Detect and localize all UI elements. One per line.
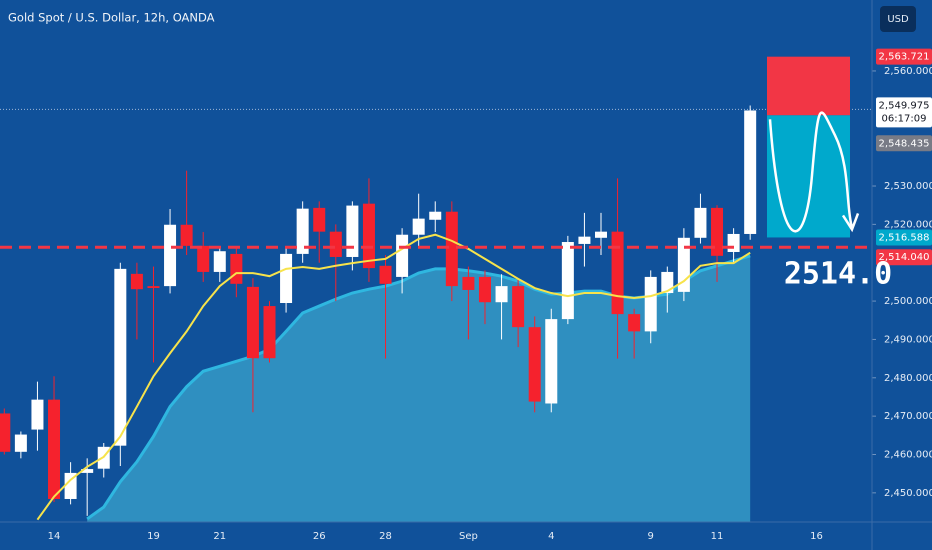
candle-body (329, 231, 342, 257)
candle-body (396, 234, 409, 277)
candle-body (130, 273, 143, 290)
candle-body (81, 469, 94, 473)
countdown: 06:17:09 (882, 113, 927, 124)
arrow-head (841, 213, 860, 233)
annotation: 2514.0 (784, 257, 892, 292)
candle-body (64, 472, 77, 499)
y-tick-label: 2,560.000 (884, 66, 932, 77)
price-label: 2,563.721 (879, 52, 930, 63)
candle-body (0, 413, 11, 452)
candle-body (528, 327, 541, 402)
x-tick-label: 28 (379, 531, 392, 542)
candle-body (263, 306, 276, 359)
ma-line (36, 233, 751, 521)
candle-body (744, 110, 757, 234)
price-label-box (876, 229, 932, 246)
price-label: 2,549.975 (879, 100, 930, 111)
candle-body (48, 399, 61, 499)
x-tick-label: Sep (459, 531, 478, 542)
y-tick-label: 2,460.000 (884, 449, 932, 460)
stop-box (767, 56, 850, 116)
x-tick-label: 16 (810, 531, 823, 542)
candle-body (628, 314, 641, 332)
x-tick-label: 9 (648, 531, 654, 542)
candle-body (595, 231, 607, 238)
candle-body (611, 231, 624, 315)
candle-body (246, 286, 259, 359)
candle-body (346, 205, 359, 257)
candle-body (412, 218, 425, 235)
price-label: 2,548.435 (879, 138, 930, 149)
candle-body (180, 224, 193, 246)
candle-body (280, 253, 293, 303)
candle-body (462, 276, 475, 290)
candle-body (445, 211, 458, 287)
y-tick-label: 2,500.000 (884, 296, 932, 307)
price-label-box (876, 97, 932, 128)
y-tick-label: 2,450.000 (884, 488, 932, 499)
price-label: 2,516.588 (879, 232, 930, 243)
x-tick-label: 14 (48, 531, 61, 542)
candle-body (694, 207, 707, 238)
candle-body (296, 208, 309, 254)
candle-body (213, 251, 226, 272)
x-tick-label: 11 (711, 531, 724, 542)
x-tick-label: 19 (147, 531, 160, 542)
price-label-box (876, 48, 932, 65)
y-tick-label: 2,530.000 (884, 181, 932, 192)
price-label: 2,514.040 (879, 252, 930, 263)
candle-body (230, 253, 243, 284)
candle-body (379, 265, 392, 284)
currency-button[interactable] (880, 6, 916, 32)
candle-body (512, 286, 525, 328)
candle-body (495, 286, 508, 303)
candle-body (147, 286, 160, 289)
price-label-box (876, 135, 932, 152)
chart-title: Gold Spot / U.S. Dollar, 12h, OANDA (8, 11, 215, 25)
candle-body (478, 276, 491, 303)
candle-body (14, 434, 27, 452)
candle-body (164, 224, 177, 287)
candle-body (313, 207, 326, 232)
currency-label: USD (887, 14, 909, 25)
candle-body (197, 245, 210, 272)
candle-body (644, 276, 657, 332)
x-tick-label: 26 (313, 531, 326, 542)
target-box (767, 115, 850, 238)
y-tick-label: 2,470.000 (884, 411, 932, 422)
candle-body (711, 207, 724, 256)
y-tick-label: 2,480.000 (884, 373, 932, 384)
candle-body (561, 242, 574, 320)
candle-body (114, 268, 127, 446)
arrow (768, 111, 854, 233)
candle-body (362, 203, 375, 269)
x-tick-label: 21 (213, 531, 226, 542)
candle-body (429, 211, 442, 220)
candle-body (727, 233, 740, 252)
x-tick-label: 4 (548, 531, 554, 542)
candle-body (545, 319, 558, 404)
price-label-box (876, 249, 932, 266)
candle-body (31, 399, 44, 430)
y-tick-label: 2,520.000 (884, 219, 932, 230)
candle-body (661, 271, 674, 294)
y-tick-label: 2,490.000 (884, 334, 932, 345)
candle-body (578, 236, 591, 244)
ma-area (87, 255, 751, 522)
